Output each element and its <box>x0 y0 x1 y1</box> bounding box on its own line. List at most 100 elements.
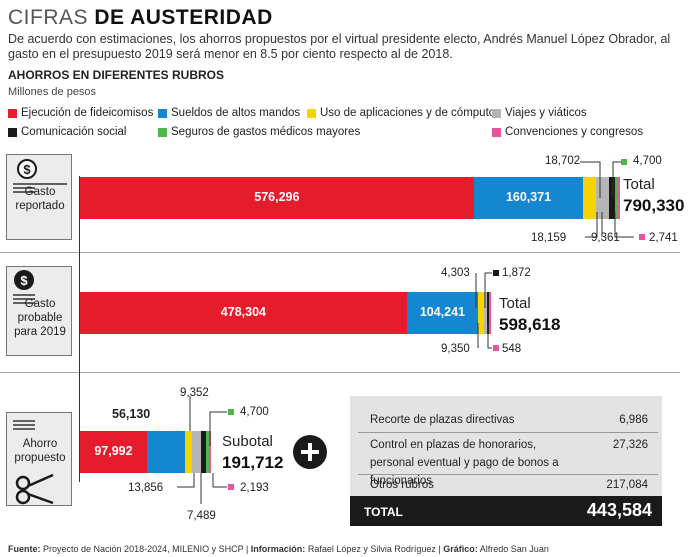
legend-label: Convenciones y congresos <box>505 126 644 138</box>
marker-seguros <box>228 409 234 415</box>
title-light: CIFRAS <box>8 6 89 29</box>
footer-source: Proyecto de Nación 2018-2024, MILENIO y … <box>43 544 244 554</box>
svg-text:$: $ <box>23 162 31 177</box>
table-row: Control en plazas de honorarios, persona… <box>358 436 658 490</box>
plus-icon <box>293 435 327 469</box>
value-label-convenciones: 2,741 <box>649 232 678 244</box>
legend-item-fideicomisos: Ejecución de fideicomisos <box>8 107 153 119</box>
table-row-value: 27,326 <box>612 439 648 451</box>
bar-segment-viajes <box>191 431 202 473</box>
legend-swatch <box>158 108 167 118</box>
legend-item-aplicaciones: Uso de aplicaciones y de cómputo <box>307 107 495 119</box>
bar-segment-seguros <box>614 177 619 219</box>
value-label-comunicacion: 1,872 <box>502 267 531 279</box>
baseline-axis <box>79 176 80 482</box>
row-separator <box>0 372 680 373</box>
table-divider <box>358 432 658 433</box>
legend-item-sueldos: Sueldos de altos mandos <box>158 107 300 119</box>
marker-comunicacion <box>493 270 499 276</box>
bar-segment-fideicomisos <box>80 177 474 219</box>
footer-graphic: Alfredo San Juan <box>479 544 549 554</box>
bar-segment-viajes <box>596 177 609 219</box>
legend-item-comunicacion: Comunicación social <box>8 126 126 138</box>
bar-segment-convenciones <box>209 431 212 473</box>
row-label-box-gasto-reportado: $ Gasto reportado <box>6 154 72 240</box>
total-value: 790,330 <box>623 196 685 215</box>
bar-segment-sueldos <box>473 177 584 219</box>
value-label-aplicaciones: 9,352 <box>180 387 209 399</box>
legend-label: Viajes y viáticos <box>505 107 587 119</box>
units-label: Millones de pesos <box>8 86 97 98</box>
legend-item-seguros: Seguros de gastos médicos mayores <box>158 126 360 138</box>
value-label-sueldos: 56,130 <box>112 407 151 421</box>
value-label-sueldos: 160,371 <box>505 190 552 204</box>
value-label-viajes: 13,856 <box>128 482 164 494</box>
marker-convenciones <box>639 234 645 240</box>
total-value: 598,618 <box>499 315 561 334</box>
bar-segment-viajes <box>484 292 488 334</box>
table-total-value: 443,584 <box>586 500 652 520</box>
legend-label: Sueldos de altos mandos <box>171 107 301 119</box>
page-title: CIFRAS DE AUSTERIDAD <box>8 6 273 30</box>
bar-segment-convenciones <box>489 292 492 334</box>
legend-swatch <box>8 108 17 118</box>
bar-segment-aplicaciones <box>583 177 597 219</box>
svg-text:$: $ <box>20 273 28 288</box>
footer-credits: Fuente: Proyecto de Nación 2018-2024, MI… <box>8 544 549 554</box>
row-separator <box>0 252 680 253</box>
legend-item-viajes: Viajes y viáticos <box>492 107 587 119</box>
value-label-fideicomisos: 576,296 <box>254 190 300 204</box>
value-label-comunicacion: 7,489 <box>187 510 216 522</box>
marker-convenciones <box>228 484 234 490</box>
section-title: AHORROS EN DIFERENTES RUBROS <box>8 68 225 82</box>
total-label: Total <box>623 176 655 193</box>
total-label: Total <box>499 295 531 312</box>
value-label-fideicomisos: 478,304 <box>220 305 266 319</box>
footer-info: Rafael López y Silvia Rodríguez <box>307 544 436 554</box>
table-row-label: Recorte de plazas directivas <box>370 414 515 426</box>
bar-segment-sueldos <box>406 292 479 334</box>
value-label-seguros: 4,700 <box>240 406 269 418</box>
legend-item-convenciones: Convenciones y congresos <box>492 126 643 138</box>
bar-segment-aplicaciones <box>478 292 485 334</box>
subtotal-value: 191,712 <box>222 453 284 472</box>
legend-label: Ejecución de fideicomisos <box>21 107 154 119</box>
table-row-label: Control en plazas de honorarios, persona… <box>370 439 559 487</box>
dollar-coin-icon: $ <box>13 270 35 304</box>
table-total-label: TOTAL <box>364 505 403 519</box>
row-label: Ahorro propuesto <box>14 438 66 464</box>
table-divider <box>358 474 658 475</box>
bar-ahorro-propuesto: 97,992 <box>80 431 212 473</box>
table-row-label: Otros rubros <box>370 479 434 491</box>
value-label-viajes: 4,303 <box>441 267 470 279</box>
title-bold: DE AUSTERIDAD <box>94 6 273 29</box>
table-total-row: TOTAL 443,584 <box>350 496 662 526</box>
bar-segment-seguros <box>206 431 210 473</box>
savings-table <box>350 396 662 496</box>
table-row-value: 217,084 <box>606 479 648 491</box>
value-label-viajes: 18,159 <box>531 232 567 244</box>
bar-gasto-reportado: 576,296 160,371 <box>80 177 621 219</box>
marker-convenciones <box>493 345 499 351</box>
value-label-sueldos: 104,241 <box>419 305 465 319</box>
subtitle: De acuerdo con estimaciones, los ahorros… <box>8 32 671 61</box>
value-label-aplicaciones: 18,702 <box>545 155 581 167</box>
legend-swatch <box>492 127 501 137</box>
bar-gasto-probable: 478,304 104,241 <box>80 292 492 334</box>
subtotal-label: Subotal <box>222 433 273 450</box>
scissors-icon <box>13 420 54 505</box>
bar-segment-comunicacion <box>487 292 490 334</box>
bar-segment-fideicomisos <box>80 431 147 473</box>
bar-segment-fideicomisos <box>80 292 407 334</box>
footer-graphic-label: Gráfico: <box>443 544 478 554</box>
value-label-comunicacion: 9,361 <box>591 232 620 244</box>
value-label-aplicaciones: 9,350 <box>441 343 470 355</box>
legend-swatch <box>8 127 17 137</box>
legend-label: Seguros de gastos médicos mayores <box>171 126 361 138</box>
legend-label: Uso de aplicaciones y de cómputo <box>320 107 496 119</box>
bar-segment-sueldos <box>146 431 186 473</box>
legend-swatch <box>492 108 501 118</box>
value-label-convenciones: 2,193 <box>240 482 269 494</box>
footer-info-label: Información: <box>250 544 306 554</box>
table-row-value: 6,986 <box>619 414 648 426</box>
